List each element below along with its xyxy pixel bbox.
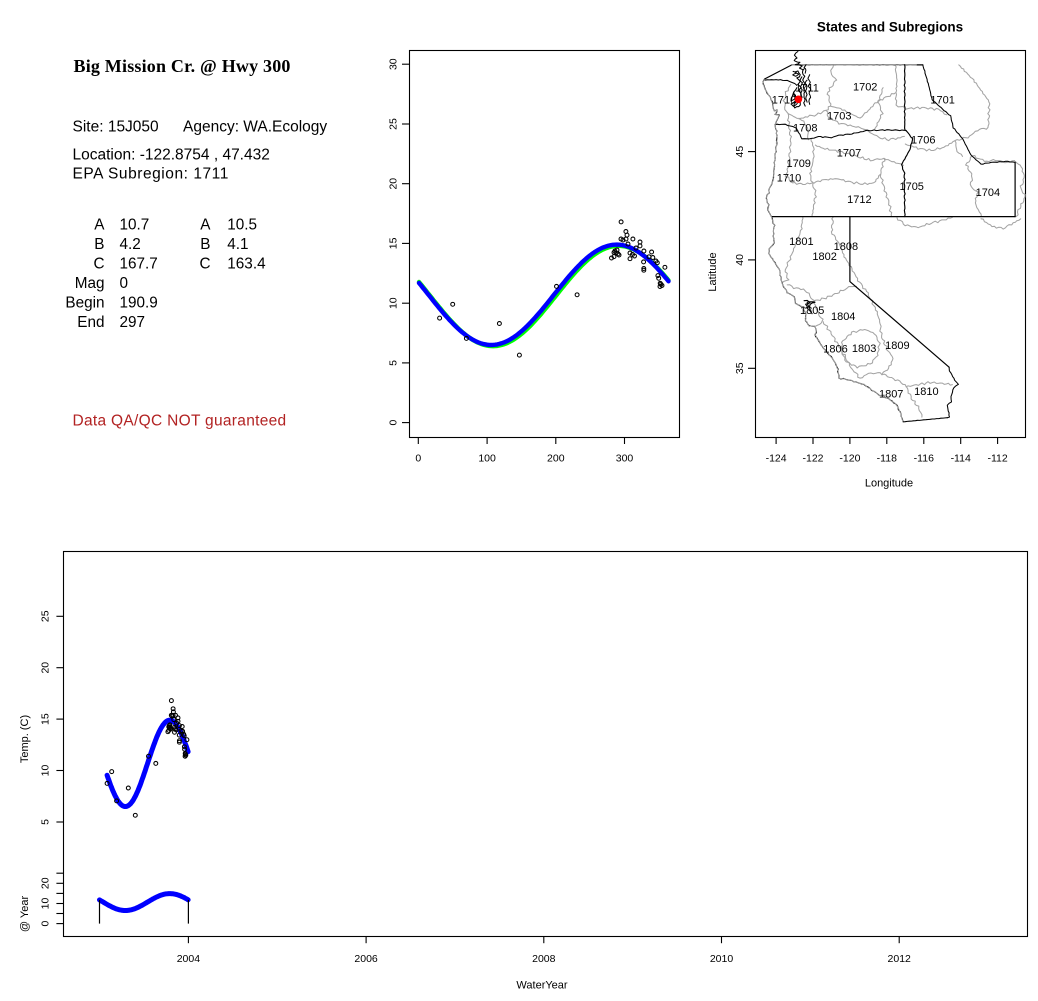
svg-text:0: 0 [388,420,400,426]
svg-text:2012: 2012 [888,953,912,965]
svg-text:15: 15 [388,237,400,249]
svg-text:1710: 1710 [777,173,801,185]
svg-text:200: 200 [547,453,565,465]
svg-text:1710: 1710 [772,95,796,107]
svg-text:1712: 1712 [847,194,871,206]
svg-text:@ Year: @ Year [19,896,31,933]
svg-text:10.7: 10.7 [120,217,150,234]
svg-text:1808: 1808 [834,241,858,253]
svg-text:1704: 1704 [976,187,1000,199]
svg-text:1807: 1807 [879,389,903,401]
svg-text:1703: 1703 [827,111,851,123]
svg-text:300: 300 [616,453,634,465]
svg-text:Location: -122.8754 , 47.432: Location: -122.8754 , 47.432 [73,147,270,164]
svg-text:-120: -120 [839,453,860,465]
svg-text:0: 0 [120,275,129,292]
svg-text:Agency: WA.Ecology: Agency: WA.Ecology [183,118,327,135]
svg-text:1705: 1705 [899,181,923,193]
svg-text:1702: 1702 [853,82,877,94]
svg-text:0: 0 [40,921,52,927]
svg-text:5: 5 [40,819,52,825]
svg-text:2008: 2008 [532,953,556,965]
svg-text:20: 20 [388,178,400,190]
svg-text:-118: -118 [877,453,897,465]
svg-text:Temp. (C): Temp. (C) [19,715,31,763]
svg-text:B: B [200,236,210,253]
svg-text:20: 20 [40,877,52,889]
svg-text:Mag: Mag [75,275,105,292]
svg-text:1802: 1802 [812,251,836,263]
svg-text:1708: 1708 [793,122,817,134]
svg-text:1709: 1709 [786,158,810,170]
svg-text:C: C [93,256,104,273]
svg-text:15: 15 [40,713,52,725]
svg-text:End: End [77,314,104,331]
svg-text:C: C [199,256,210,273]
svg-text:190.9: 190.9 [120,295,158,312]
svg-text:EPA Subregion: 1711: EPA Subregion: 1711 [73,166,229,183]
svg-text:10: 10 [40,898,52,910]
svg-text:Latitude: Latitude [707,252,719,291]
svg-text:10.5: 10.5 [227,217,257,234]
svg-text:1810: 1810 [914,386,938,398]
svg-text:1809: 1809 [885,340,909,352]
svg-text:167.7: 167.7 [120,256,158,273]
svg-text:2010: 2010 [710,953,734,965]
svg-text:-116: -116 [914,453,934,465]
svg-text:30: 30 [388,58,400,70]
svg-text:10: 10 [40,765,52,777]
svg-text:1707: 1707 [837,148,861,160]
svg-text:-122: -122 [802,453,823,465]
svg-text:25: 25 [388,118,400,130]
svg-text:1805: 1805 [800,305,824,317]
svg-text:1711: 1711 [795,83,819,95]
svg-text:45: 45 [734,146,746,158]
svg-text:1701: 1701 [930,95,954,107]
svg-text:A: A [200,217,211,234]
svg-text:2004: 2004 [177,953,201,965]
svg-text:297: 297 [120,314,146,331]
svg-text:4.2: 4.2 [120,236,141,253]
svg-text:-114: -114 [951,453,971,465]
svg-text:2006: 2006 [354,953,378,965]
svg-text:1804: 1804 [831,311,855,323]
svg-text:Data QA/QC NOT guaranteed: Data QA/QC NOT guaranteed [73,413,287,430]
svg-text:10: 10 [388,297,400,309]
svg-text:0: 0 [415,453,421,465]
svg-text:1806: 1806 [823,344,847,356]
svg-text:35: 35 [734,362,746,374]
svg-text:Big Mission Cr. @ Hwy 300: Big Mission Cr. @ Hwy 300 [74,56,291,76]
svg-text:4.1: 4.1 [227,236,248,253]
svg-text:25: 25 [40,610,52,622]
svg-text:5: 5 [388,360,400,366]
svg-text:40: 40 [734,254,746,266]
svg-text:B: B [94,236,104,253]
svg-text:1801: 1801 [789,236,813,248]
svg-text:1803: 1803 [852,343,876,355]
svg-text:100: 100 [478,453,496,465]
svg-text:-124: -124 [766,453,787,465]
svg-text:Longitude: Longitude [865,478,913,490]
svg-text:Site: 15J050: Site: 15J050 [73,118,160,135]
svg-text:163.4: 163.4 [227,256,266,273]
svg-text:States and Subregions: States and Subregions [817,20,963,35]
svg-text:WaterYear: WaterYear [516,980,567,992]
svg-text:-112: -112 [987,453,1007,465]
svg-text:Begin: Begin [65,295,104,312]
svg-text:A: A [94,217,105,234]
svg-text:1706: 1706 [911,135,935,147]
svg-text:20: 20 [40,662,52,674]
